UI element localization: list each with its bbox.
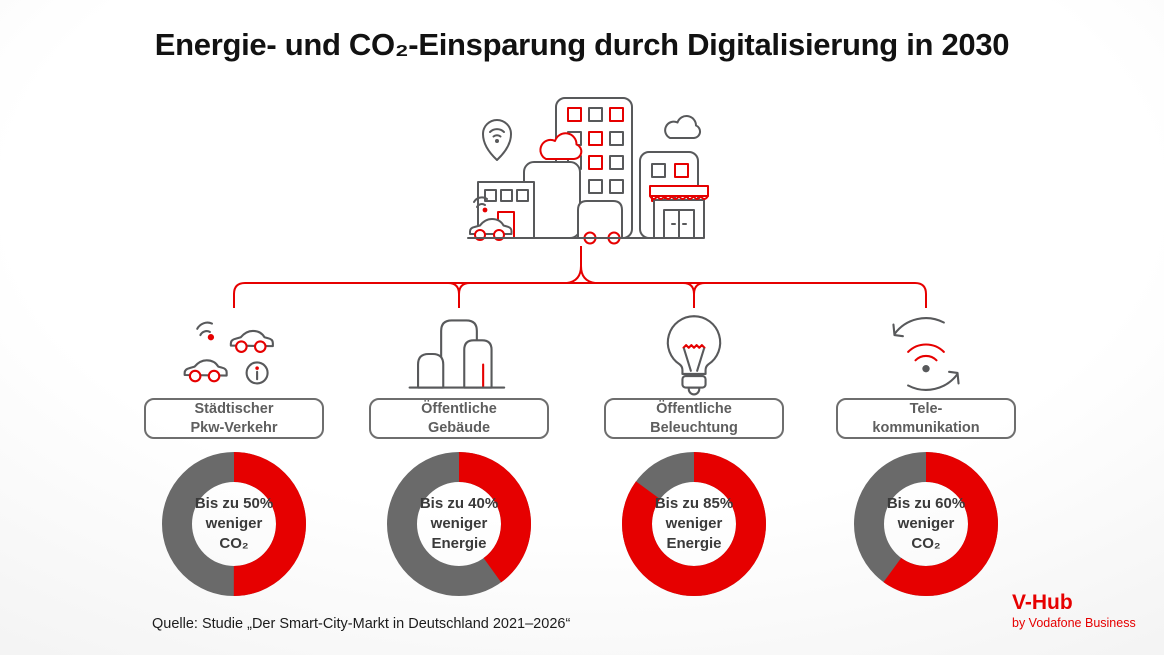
category-label: Tele- kommunikation <box>836 398 1016 439</box>
category-label: Öffentliche Beleuchtung <box>604 398 784 439</box>
public-buildings-icon <box>369 310 549 398</box>
cloud-icon <box>539 132 583 160</box>
category-oeffentliche-beleuchtung: Öffentliche Beleuchtung Bis zu 85% wenig… <box>604 310 784 596</box>
wifi-pin-icon <box>482 119 512 161</box>
connector-lines <box>233 246 927 308</box>
category-staedtischer-pkw-verkehr: Städtischer Pkw-Verkehr Bis zu 50% wenig… <box>144 310 324 596</box>
info-icon <box>245 361 269 385</box>
shop-icon <box>649 185 709 239</box>
vhub-tagline: by Vodafone Business <box>1012 616 1136 631</box>
donut-annotation: Bis zu 40% weniger Energie <box>419 494 499 553</box>
donut-annotation: Bis zu 60% weniger CO₂ <box>886 494 966 553</box>
cloud-icon <box>664 115 702 139</box>
smart-city-illustration <box>467 97 709 245</box>
category-oeffentliche-gebaeude: Öffentliche Gebäude Bis zu 40% weniger E… <box>369 310 549 596</box>
connected-cars-icon <box>144 310 324 398</box>
light-bulb-icon <box>604 310 784 398</box>
donut-annotation: Bis zu 50% weniger CO₂ <box>194 494 274 553</box>
category-label: Öffentliche Gebäude <box>369 398 549 439</box>
category-label: Städtischer Pkw-Verkehr <box>144 398 324 439</box>
page-title: Energie- und CO₂-Einsparung durch Digita… <box>154 27 1010 62</box>
donut-chart-telekommunikation: Bis zu 60% weniger CO₂ <box>854 452 998 596</box>
brand-logo: V-Hub by Vodafone Business <box>1012 591 1136 630</box>
source-note: Quelle: Studie „Der Smart-City-Markt in … <box>152 616 571 632</box>
delivery-van-icon <box>577 200 623 245</box>
donut-annotation: Bis zu 85% weniger Energie <box>654 494 734 553</box>
donut-chart-gebaeude: Bis zu 40% weniger Energie <box>387 452 531 596</box>
donut-chart-pkw-verkehr: Bis zu 50% weniger CO₂ <box>162 452 306 596</box>
category-telekommunikation: Tele- kommunikation Bis zu 60% weniger C… <box>836 310 1016 596</box>
donut-chart-beleuchtung: Bis zu 85% weniger Energie <box>622 452 766 596</box>
vhub-logo: V-Hub <box>1012 591 1073 614</box>
wireless-sync-icon <box>836 310 1016 398</box>
